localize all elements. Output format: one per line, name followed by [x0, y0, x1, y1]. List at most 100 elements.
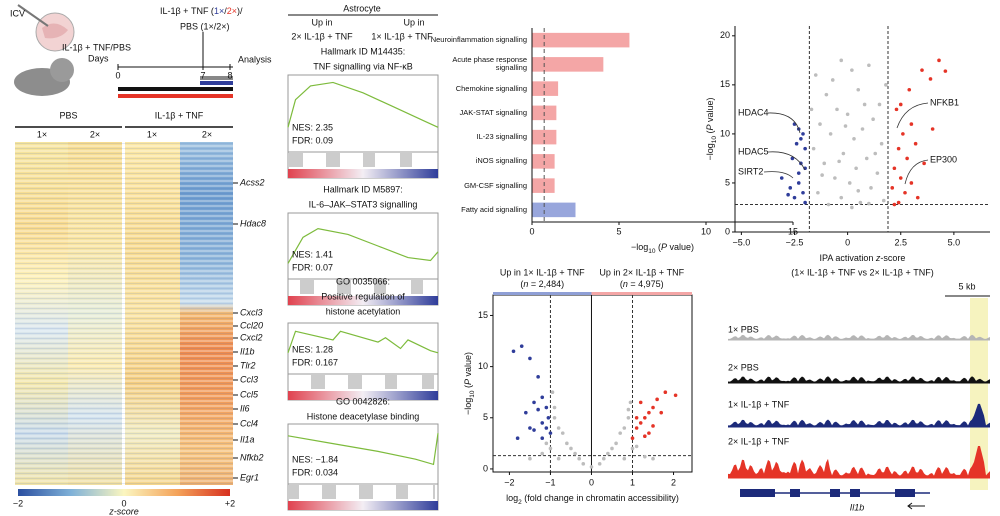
- y-tick-label: 0: [725, 226, 730, 236]
- point: [824, 92, 829, 97]
- group-label: IL-1β + TNF: [155, 110, 204, 120]
- text-part: 2: [518, 499, 522, 506]
- point: [896, 146, 901, 151]
- point: [786, 192, 790, 197]
- point: [544, 405, 549, 410]
- header: (n = 2,484): [520, 279, 564, 289]
- bar: [532, 202, 576, 218]
- gsea-title: GO 0035066:: [336, 276, 390, 286]
- treatment-label: IL-1β + TNF/PBS: [62, 42, 131, 52]
- header-bar: [493, 292, 592, 295]
- gsea-header: Up in: [311, 17, 332, 27]
- point: [903, 190, 907, 195]
- endpoint-label: Analysis: [238, 54, 272, 64]
- gsea-title: GO 0042826:: [336, 396, 390, 406]
- point: [565, 441, 569, 446]
- point-label: HDAC4: [738, 107, 769, 117]
- point: [830, 78, 835, 82]
- text-part: −log: [705, 143, 715, 160]
- text-part: (: [655, 242, 661, 252]
- rank-bar: [288, 169, 438, 178]
- x-tick-label: 5.0: [948, 237, 961, 247]
- text-part: 2×: [227, 6, 237, 16]
- y-tick-label: 15: [478, 310, 488, 320]
- point: [552, 415, 557, 420]
- header-bar: [591, 292, 692, 295]
- route-label: ICV: [10, 8, 25, 18]
- nes-label: NES: −1.84: [292, 454, 338, 464]
- point: [943, 69, 948, 73]
- leader-line: [763, 171, 794, 179]
- rank-bar: [288, 296, 438, 305]
- x-axis-label: −log10 (P value): [631, 242, 694, 254]
- point: [550, 390, 555, 394]
- point: [651, 424, 655, 428]
- point: [841, 151, 846, 156]
- point: [548, 431, 553, 435]
- point: [856, 189, 861, 193]
- text-part: -score: [880, 253, 905, 263]
- gene-label: Acss2: [239, 177, 265, 187]
- header: Up in 2× IL-1β + TNF: [599, 267, 684, 277]
- leader-line: [767, 112, 801, 134]
- point: [560, 431, 565, 435]
- gene-label: Egr1: [240, 472, 259, 482]
- point: [869, 186, 873, 190]
- day-label: 8: [227, 70, 232, 80]
- dose-label: 1×: [37, 129, 47, 139]
- gene-label: Ccl4: [240, 418, 258, 428]
- gsea-header: 1× IL-1β + TNF: [371, 31, 433, 41]
- text-part: (: [620, 279, 623, 289]
- point: [622, 456, 627, 461]
- bar: [532, 154, 555, 169]
- x-tick-label: 2: [671, 477, 676, 487]
- point: [884, 83, 888, 87]
- y-axis-label: −log10 (P value): [705, 97, 717, 160]
- text-part: 10: [648, 248, 656, 255]
- nes-label: NES: 1.41: [292, 249, 333, 259]
- text-part: log: [506, 493, 518, 503]
- text-part: = 4,975): [628, 279, 664, 289]
- text-part: (fold change in chromatin accessibility): [522, 493, 679, 503]
- x-tick-label: 0: [589, 477, 594, 487]
- point: [877, 102, 882, 107]
- fdr-label: FDR: 0.07: [292, 262, 333, 272]
- enrichment-curve: [287, 81, 439, 128]
- exon: [790, 489, 800, 497]
- point: [779, 176, 784, 180]
- point: [847, 181, 852, 185]
- category-label: GM-CSF signalling: [464, 180, 527, 190]
- point: [801, 190, 805, 195]
- point: [630, 436, 635, 441]
- point: [930, 127, 935, 131]
- y-tick-label: 0: [483, 463, 488, 473]
- header: Up in 1× IL-1β + TNF: [500, 267, 585, 277]
- point: [799, 137, 803, 141]
- gsea-title: histone acetylation: [326, 306, 401, 316]
- point: [601, 456, 606, 461]
- gsea-title: Hallmark ID M5897:: [323, 184, 403, 194]
- nes-label: NES: 2.35: [292, 122, 333, 132]
- point: [647, 431, 651, 435]
- point: [892, 202, 897, 207]
- leader-line: [896, 102, 929, 129]
- text-part: n: [523, 279, 528, 289]
- point: [913, 141, 918, 146]
- bar: [532, 32, 630, 48]
- point: [843, 124, 848, 128]
- point: [573, 451, 577, 456]
- x-tick-label: 1: [630, 477, 635, 487]
- colorbar-tick: 0: [121, 498, 126, 508]
- point: [820, 173, 824, 177]
- point: [928, 77, 933, 81]
- gsea-header: Astrocyte: [343, 3, 381, 13]
- colorbar: [18, 489, 230, 496]
- gene-label: Il6: [240, 403, 250, 413]
- point: [524, 410, 528, 415]
- point: [905, 156, 909, 161]
- treatment-label: PBS (1×/2×): [180, 21, 230, 31]
- gene-label: Il1a: [240, 434, 255, 444]
